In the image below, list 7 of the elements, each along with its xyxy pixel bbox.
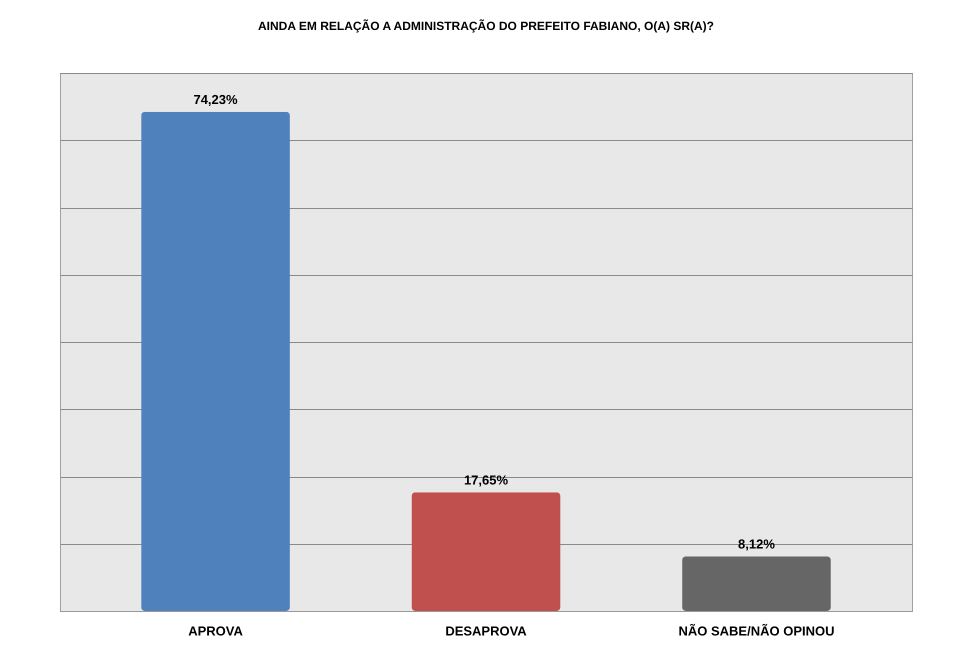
x-tick-label: APROVA bbox=[188, 624, 244, 638]
x-tick-label: DESAPROVA bbox=[445, 624, 528, 638]
data-label: 74,23% bbox=[193, 92, 238, 107]
data-label: 17,65% bbox=[464, 472, 508, 488]
x-tick-label: NÃO SABE/NÃO OPINOU bbox=[678, 624, 834, 638]
chart-title: AINDA EM RELAÇÃO A ADMINISTRAÇÃO DO PREFEITO FABIANO, O(A) SR(A)? bbox=[258, 19, 714, 33]
data-label: 8,12% bbox=[738, 536, 776, 552]
